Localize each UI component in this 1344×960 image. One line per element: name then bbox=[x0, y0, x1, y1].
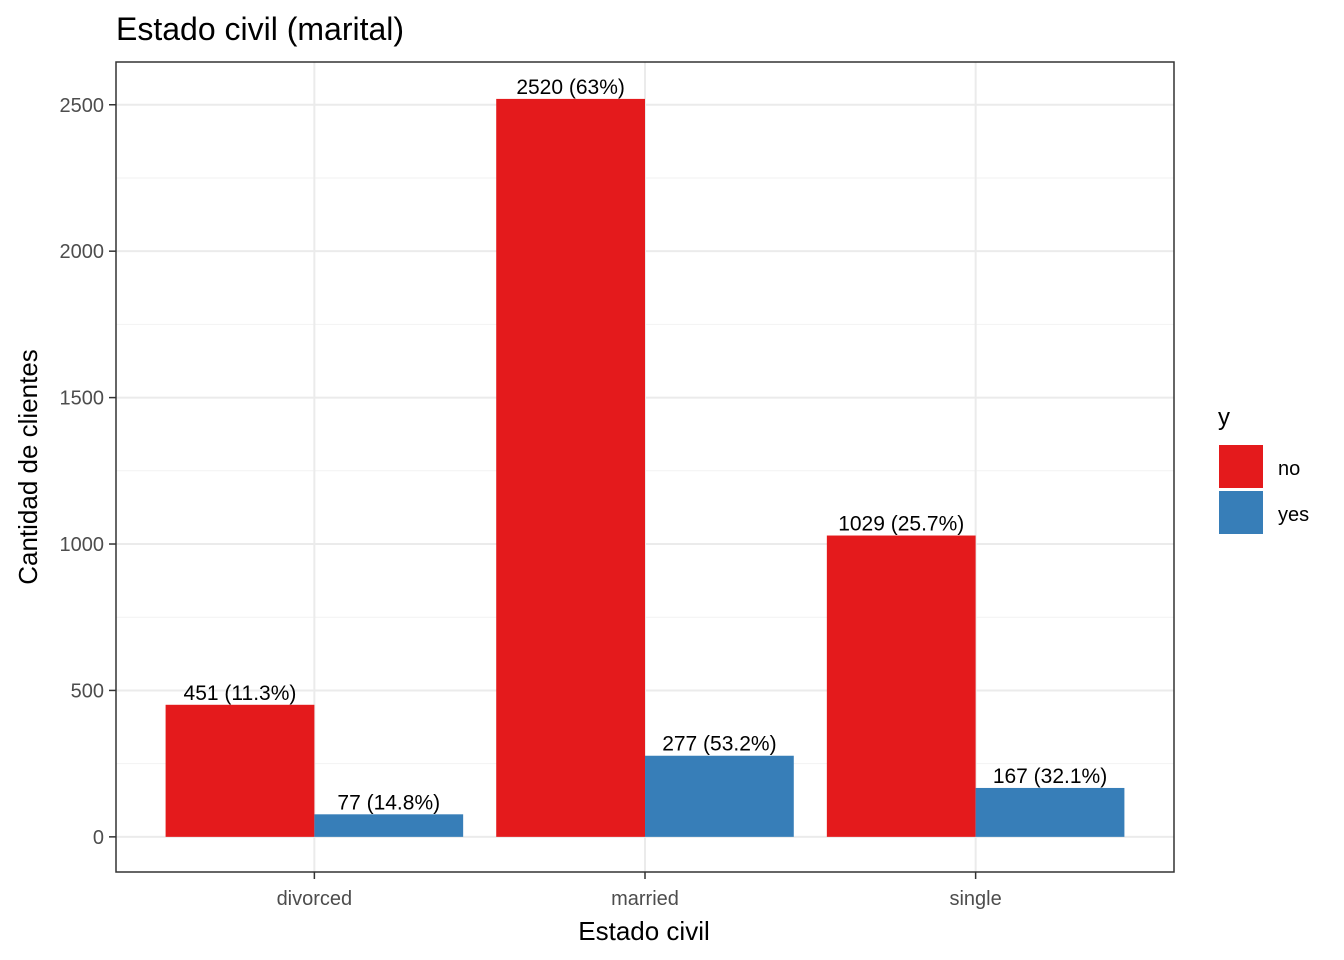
data-label: 1029 (25.7%) bbox=[838, 513, 964, 536]
x-tick-label: single bbox=[949, 888, 1001, 910]
bar-yes-divorced bbox=[314, 814, 464, 837]
data-label: 77 (14.8%) bbox=[337, 791, 440, 814]
y-tick-label: 2500 bbox=[60, 95, 105, 117]
x-tick-label: married bbox=[611, 888, 679, 910]
bar-yes-single bbox=[975, 787, 1125, 837]
bar-yes-married bbox=[645, 755, 794, 837]
data-label: 277 (53.2%) bbox=[662, 733, 776, 756]
y-tick-label: 500 bbox=[71, 680, 104, 702]
legend-label: yes bbox=[1278, 504, 1309, 526]
y-axis: 0 500 1000 1500 2000 2500 bbox=[60, 95, 116, 849]
data-label: 2520 (63%) bbox=[516, 76, 625, 99]
y-tick-label: 0 bbox=[93, 827, 104, 849]
legend-label: no bbox=[1278, 458, 1300, 480]
x-tick-label: divorced bbox=[277, 888, 353, 910]
y-tick-label: 2000 bbox=[60, 241, 105, 263]
bar-no-married bbox=[496, 98, 645, 837]
legend-title: y bbox=[1218, 404, 1230, 431]
y-axis-title: Cantidad de clientes bbox=[13, 349, 43, 585]
y-tick-label: 1500 bbox=[60, 388, 105, 410]
x-axis: divorced married single bbox=[277, 872, 1002, 910]
y-tick-label: 1000 bbox=[60, 534, 105, 556]
data-label: 167 (32.1%) bbox=[993, 765, 1107, 788]
data-label: 451 (11.3%) bbox=[184, 682, 297, 705]
legend: y no yes bbox=[1218, 404, 1309, 534]
bars bbox=[165, 98, 1125, 837]
data-labels: 451 (11.3%) 2520 (63%) 1029 (25.7%) 77 (14.… bbox=[184, 76, 1108, 814]
x-axis-title: Estado civil bbox=[578, 916, 710, 946]
bar-no-divorced bbox=[165, 704, 315, 837]
bar-no-single bbox=[826, 535, 976, 837]
legend-key-no bbox=[1219, 445, 1263, 488]
chart-title: Estado civil (marital) bbox=[116, 11, 404, 47]
legend-key-yes bbox=[1219, 491, 1263, 534]
